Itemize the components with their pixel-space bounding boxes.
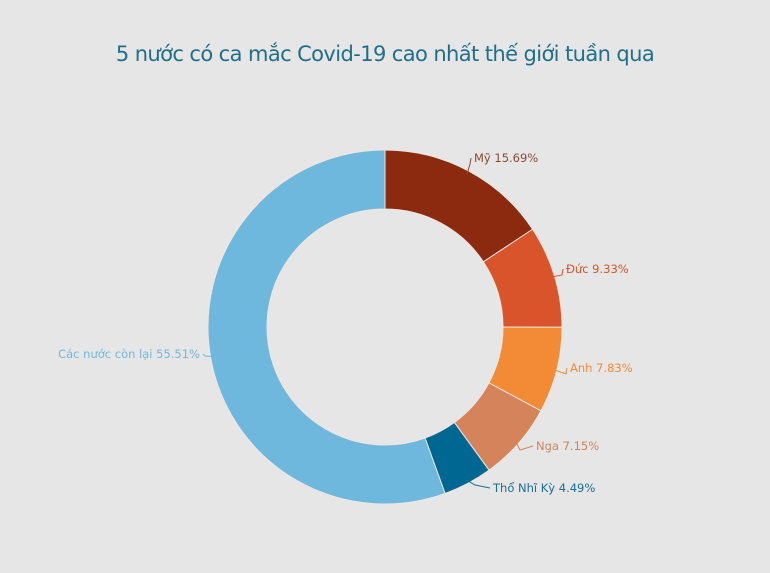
data-label: Đức 9.33%: [566, 262, 629, 276]
data-labels: Mỹ 15.69% Đức 9.33% Anh 7.83% Nga 7.15% Thổ …: [58, 151, 633, 495]
leader-line: [514, 440, 534, 451]
data-label: Nga 7.15%: [536, 439, 599, 453]
donut-slices: [207, 149, 563, 505]
chart-title: 5 nước có ca mắc Covid-19 cao nhất thế g…: [115, 42, 655, 66]
leader-line: [466, 157, 472, 175]
leader-line: [465, 479, 491, 489]
data-label: Các nước còn lại 55.51%: [58, 347, 200, 361]
data-label: Mỹ 15.69%: [474, 151, 538, 165]
leader-line: [202, 353, 215, 358]
slice-các-nước-còn-lại[interactable]: [207, 149, 446, 505]
data-label: Thổ Nhĩ Kỳ 4.49%: [492, 481, 595, 495]
data-label: Anh 7.83%: [570, 361, 633, 375]
leader-line: [552, 367, 568, 375]
leader-line: [550, 268, 564, 278]
